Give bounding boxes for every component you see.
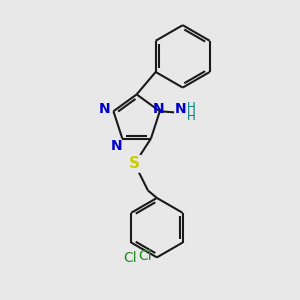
Text: N: N (175, 102, 186, 116)
Text: N: N (153, 102, 164, 116)
Text: Cl: Cl (138, 249, 152, 263)
Text: Cl: Cl (123, 251, 136, 265)
Text: N: N (111, 139, 123, 153)
Text: H: H (187, 110, 196, 123)
Text: N: N (99, 101, 111, 116)
Text: H: H (187, 101, 196, 114)
Text: S: S (129, 156, 140, 171)
